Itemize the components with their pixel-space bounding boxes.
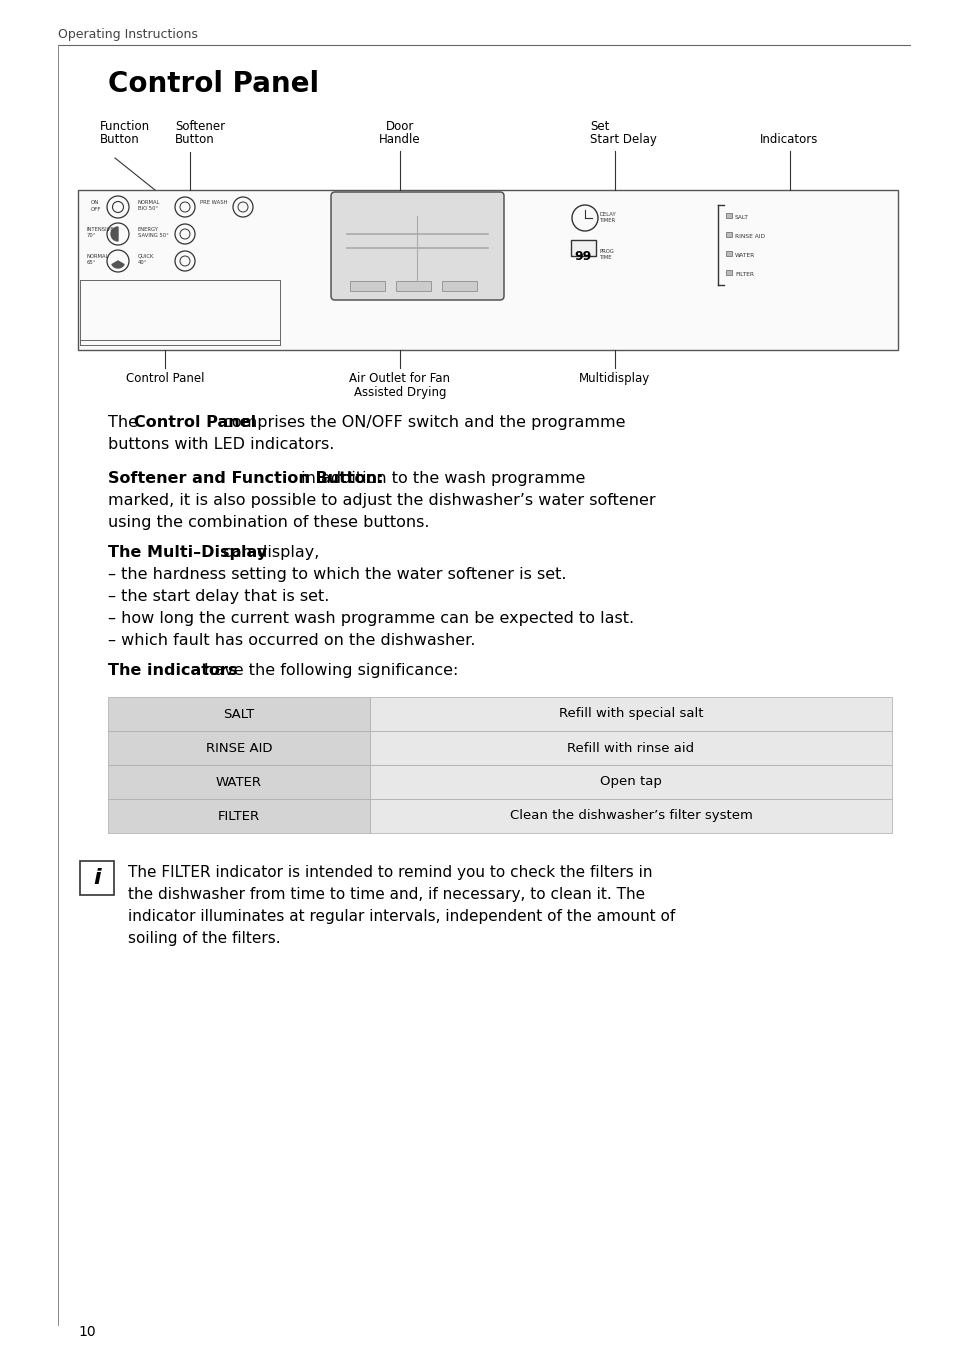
Text: Softener and Function Button:: Softener and Function Button:: [108, 470, 383, 485]
Text: Control Panel: Control Panel: [126, 372, 204, 385]
Text: buttons with LED indicators.: buttons with LED indicators.: [108, 437, 334, 452]
Text: SALT: SALT: [223, 707, 254, 721]
Text: Control Panel: Control Panel: [133, 415, 255, 430]
Bar: [108, 765, 370, 799]
Text: PROG: PROG: [599, 249, 614, 254]
Text: Door: Door: [385, 120, 414, 132]
Text: RINSE AID: RINSE AID: [206, 741, 272, 754]
Text: 65°: 65°: [87, 260, 96, 265]
Bar: [395, 281, 431, 291]
Text: ENERGY: ENERGY: [138, 227, 159, 233]
Bar: [108, 731, 370, 765]
Bar: [108, 698, 370, 731]
Text: The Multi–Display: The Multi–Display: [108, 545, 267, 560]
Text: Handle: Handle: [378, 132, 420, 146]
Text: Function: Function: [100, 120, 150, 132]
Text: OFF: OFF: [91, 207, 101, 212]
Bar: [108, 799, 370, 833]
Text: have the following significance:: have the following significance:: [199, 662, 457, 677]
Text: – which fault has occurred on the dishwasher.: – which fault has occurred on the dishwa…: [108, 633, 475, 648]
Text: DELAY: DELAY: [599, 212, 616, 218]
Text: – the start delay that is set.: – the start delay that is set.: [108, 589, 329, 604]
Text: NORMAL: NORMAL: [87, 254, 110, 260]
Bar: [725, 214, 731, 218]
Bar: [78, 191, 897, 350]
Text: The indicators: The indicators: [108, 662, 237, 677]
Text: using the combination of these buttons.: using the combination of these buttons.: [108, 515, 429, 530]
FancyBboxPatch shape: [331, 192, 503, 300]
Bar: [350, 281, 385, 291]
Text: indicator illuminates at regular intervals, independent of the amount of: indicator illuminates at regular interva…: [128, 909, 675, 923]
Text: Refill with rinse aid: Refill with rinse aid: [567, 741, 694, 754]
Text: PRE WASH: PRE WASH: [200, 200, 227, 206]
Text: WATER: WATER: [215, 776, 262, 788]
Text: Clean the dishwasher’s filter system: Clean the dishwasher’s filter system: [509, 810, 752, 822]
Text: Start Delay: Start Delay: [589, 132, 657, 146]
Text: BIO 50°: BIO 50°: [138, 206, 158, 211]
Text: Air Outlet for Fan: Air Outlet for Fan: [349, 372, 450, 385]
Text: soiling of the filters.: soiling of the filters.: [128, 932, 280, 946]
Text: Refill with special salt: Refill with special salt: [558, 707, 702, 721]
Text: in addition to the wash programme: in addition to the wash programme: [296, 470, 585, 485]
Text: comprises the ON/OFF switch and the programme: comprises the ON/OFF switch and the prog…: [218, 415, 625, 430]
Text: ON: ON: [91, 200, 99, 206]
Text: INTENSIVE: INTENSIVE: [87, 227, 114, 233]
Text: QUICK: QUICK: [138, 254, 154, 260]
Text: Control Panel: Control Panel: [108, 70, 319, 97]
Wedge shape: [112, 261, 124, 268]
Text: 70°: 70°: [87, 233, 96, 238]
Text: Open tap: Open tap: [599, 776, 661, 788]
Text: Button: Button: [174, 132, 214, 146]
Text: can display,: can display,: [218, 545, 319, 560]
Bar: [370, 731, 891, 765]
Bar: [80, 339, 280, 345]
Text: Set: Set: [589, 120, 609, 132]
Text: FILTER: FILTER: [734, 272, 753, 277]
Text: the dishwasher from time to time and, if necessary, to clean it. The: the dishwasher from time to time and, if…: [128, 887, 644, 902]
Text: The FILTER indicator is intended to remind you to check the filters in: The FILTER indicator is intended to remi…: [128, 865, 652, 880]
Text: i: i: [93, 868, 101, 888]
Text: Indicators: Indicators: [760, 132, 818, 146]
Text: WATER: WATER: [734, 253, 755, 258]
Text: – how long the current wash programme can be expected to last.: – how long the current wash programme ca…: [108, 611, 634, 626]
Text: TIME: TIME: [599, 256, 612, 260]
Text: RINSE AID: RINSE AID: [734, 234, 764, 239]
Text: TIMER: TIMER: [599, 218, 616, 223]
Text: Operating Instructions: Operating Instructions: [58, 28, 197, 41]
Text: The: The: [108, 415, 143, 430]
Text: 10: 10: [78, 1325, 95, 1338]
Bar: [725, 251, 731, 256]
Text: 99: 99: [574, 250, 591, 264]
Text: FILTER: FILTER: [217, 810, 260, 822]
Bar: [725, 270, 731, 274]
Bar: [441, 281, 476, 291]
Text: Softener: Softener: [174, 120, 225, 132]
Bar: [370, 799, 891, 833]
Text: SALT: SALT: [734, 215, 748, 220]
Bar: [370, 698, 891, 731]
Text: SAVING 50°: SAVING 50°: [138, 233, 169, 238]
Text: NORMAL: NORMAL: [138, 200, 160, 206]
Text: Multidisplay: Multidisplay: [578, 372, 650, 385]
Bar: [571, 241, 596, 256]
Text: Assisted Drying: Assisted Drying: [354, 387, 446, 399]
Text: – the hardness setting to which the water softener is set.: – the hardness setting to which the wate…: [108, 566, 566, 581]
Wedge shape: [111, 227, 118, 241]
Text: Button: Button: [100, 132, 139, 146]
Text: 40°: 40°: [138, 260, 147, 265]
Bar: [725, 233, 731, 237]
Bar: [80, 861, 113, 895]
Bar: [370, 765, 891, 799]
Text: marked, it is also possible to adjust the dishwasher’s water softener: marked, it is also possible to adjust th…: [108, 493, 655, 508]
